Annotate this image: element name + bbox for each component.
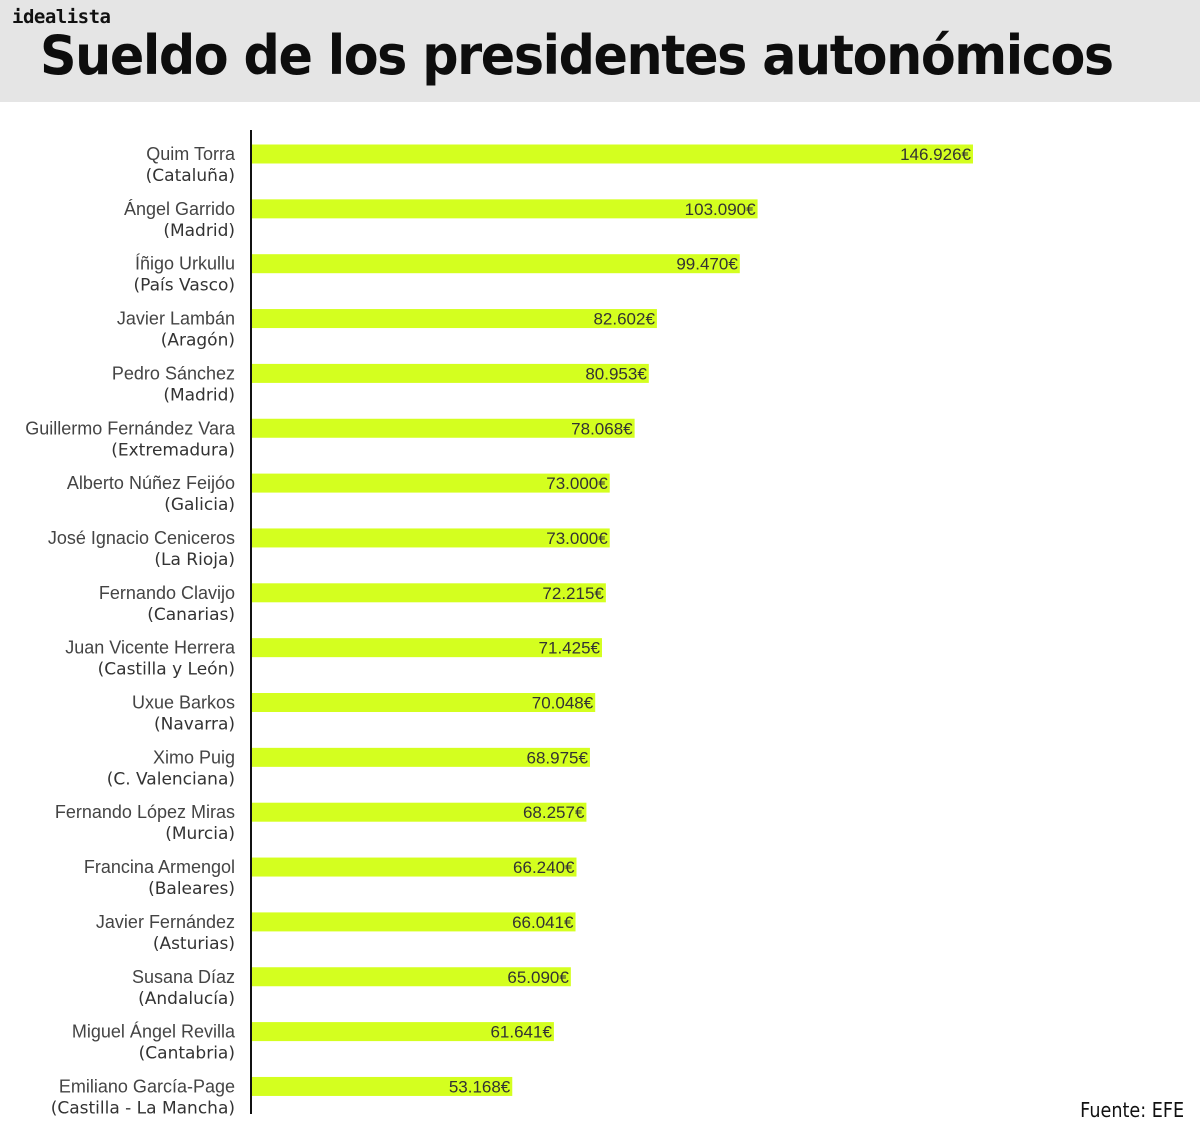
value-label-12: 68.975€ xyxy=(526,748,588,767)
bar-12 xyxy=(251,747,590,767)
category-name-2: Ángel Garrido xyxy=(124,199,235,219)
category-region-14: (Baleares) xyxy=(148,879,235,899)
category-region-2: (Madrid) xyxy=(163,221,235,241)
bar-11 xyxy=(251,693,596,712)
category-name-4: Javier Lambán xyxy=(117,309,235,329)
value-label-1: 146.926€ xyxy=(900,145,971,164)
value-label-5: 80.953€ xyxy=(585,364,647,383)
value-label-13: 68.257€ xyxy=(523,803,585,822)
bar-18 xyxy=(251,1076,513,1096)
category-region-1: (Cataluña) xyxy=(146,166,235,186)
category-region-8: (La Rioja) xyxy=(154,550,235,570)
category-name-7: Alberto Núñez Feijóo xyxy=(67,473,235,493)
value-label-18: 53.168€ xyxy=(449,1077,511,1096)
category-name-14: Francina Armengol xyxy=(84,857,235,877)
header-band: idealista Sueldo de los presidentes auto… xyxy=(0,0,1200,102)
category-region-7: (Galicia) xyxy=(164,495,235,515)
value-label-4: 82.602€ xyxy=(593,310,655,329)
category-region-9: (Canarias) xyxy=(147,605,235,625)
category-name-6: Guillermo Fernández Vara xyxy=(25,418,236,438)
category-region-12: (C. Valenciana) xyxy=(107,769,235,789)
bar-1 xyxy=(251,144,973,164)
value-label-9: 72.215€ xyxy=(542,584,604,603)
category-region-11: (Navarra) xyxy=(154,715,235,735)
category-name-5: Pedro Sánchez xyxy=(112,363,235,383)
value-label-8: 73.000€ xyxy=(546,529,608,548)
category-name-18: Emiliano García-Page xyxy=(59,1076,235,1096)
bar-10 xyxy=(251,638,602,658)
category-region-16: (Andalucía) xyxy=(138,989,235,1009)
brand-logo: idealista xyxy=(12,6,111,28)
category-region-13: (Murcia) xyxy=(165,824,235,844)
category-name-11: Uxue Barkos xyxy=(132,693,235,713)
category-region-3: (País Vasco) xyxy=(134,276,236,296)
bar-13 xyxy=(251,802,587,822)
category-name-9: Fernando Clavijo xyxy=(99,583,235,603)
bar-7 xyxy=(251,473,610,493)
category-name-12: Ximo Puig xyxy=(153,747,235,767)
bar-16 xyxy=(251,967,571,987)
bar-6 xyxy=(251,418,635,438)
category-region-17: (Cantabria) xyxy=(139,1044,235,1064)
category-name-1: Quim Torra xyxy=(146,144,236,164)
category-name-8: José Ignacio Ceniceros xyxy=(48,528,235,548)
bar-17 xyxy=(251,1022,554,1042)
bar-4 xyxy=(251,309,657,329)
bar-15 xyxy=(251,912,576,932)
category-region-6: (Extremadura) xyxy=(111,440,235,460)
bar-9 xyxy=(251,583,606,603)
category-name-16: Susana Díaz xyxy=(132,967,235,987)
value-label-2: 103.090€ xyxy=(685,200,756,219)
bar-8 xyxy=(251,528,610,548)
bar-2 xyxy=(251,199,758,219)
value-label-17: 61.641€ xyxy=(490,1023,552,1042)
category-region-15: (Asturias) xyxy=(153,934,235,954)
value-label-6: 78.068€ xyxy=(571,419,633,438)
value-label-3: 99.470€ xyxy=(676,255,738,274)
category-name-3: Íñigo Urkullu xyxy=(135,254,235,274)
bar-5 xyxy=(251,363,649,383)
category-region-10: (Castilla y León) xyxy=(98,660,235,680)
chart-title: Sueldo de los presidentes autonómicos xyxy=(40,24,1114,87)
category-region-4: (Aragón) xyxy=(161,331,235,351)
category-name-10: Juan Vicente Herrera xyxy=(65,638,236,658)
value-label-7: 73.000€ xyxy=(546,474,608,493)
category-region-18: (Castilla - La Mancha) xyxy=(51,1098,235,1118)
value-label-14: 66.240€ xyxy=(513,858,575,877)
source-note: Fuente: EFE xyxy=(1080,1098,1184,1122)
value-label-10: 71.425€ xyxy=(539,639,601,658)
category-name-17: Miguel Ángel Revilla xyxy=(72,1022,236,1042)
category-name-15: Javier Fernández xyxy=(96,912,235,932)
bar-14 xyxy=(251,857,577,877)
value-label-15: 66.041€ xyxy=(512,913,574,932)
category-region-5: (Madrid) xyxy=(163,385,235,405)
value-label-11: 70.048€ xyxy=(532,694,594,713)
value-label-16: 65.090€ xyxy=(507,968,569,987)
bar-3 xyxy=(251,254,740,274)
category-name-13: Fernando López Miras xyxy=(55,802,235,822)
